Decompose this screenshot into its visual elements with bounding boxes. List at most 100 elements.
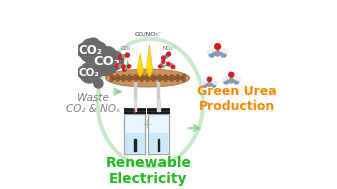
Polygon shape <box>146 45 153 77</box>
Circle shape <box>207 50 211 53</box>
Circle shape <box>122 55 125 58</box>
Circle shape <box>176 78 179 82</box>
Ellipse shape <box>105 69 190 87</box>
Circle shape <box>93 50 119 76</box>
Circle shape <box>125 67 128 69</box>
Circle shape <box>229 72 234 77</box>
Circle shape <box>122 78 125 82</box>
Circle shape <box>222 49 226 53</box>
Circle shape <box>137 76 140 80</box>
Bar <box>158 139 159 151</box>
Text: Renewable
Electricity: Renewable Electricity <box>105 156 191 186</box>
Circle shape <box>164 78 167 82</box>
Circle shape <box>100 47 116 63</box>
FancyBboxPatch shape <box>124 109 146 111</box>
Circle shape <box>94 79 103 88</box>
Text: NO₃⁻: NO₃⁻ <box>163 46 176 51</box>
Circle shape <box>140 78 143 82</box>
Circle shape <box>131 76 134 80</box>
Circle shape <box>162 60 165 63</box>
Circle shape <box>167 52 171 56</box>
FancyBboxPatch shape <box>148 111 170 112</box>
Circle shape <box>116 74 119 78</box>
Circle shape <box>221 52 226 57</box>
Circle shape <box>164 74 167 78</box>
Circle shape <box>170 64 173 67</box>
Circle shape <box>78 66 90 78</box>
Circle shape <box>179 76 182 80</box>
Circle shape <box>167 76 170 80</box>
Circle shape <box>171 65 175 69</box>
Circle shape <box>96 57 110 71</box>
Circle shape <box>165 54 168 58</box>
Circle shape <box>110 74 113 78</box>
Circle shape <box>122 65 125 69</box>
Circle shape <box>96 48 111 63</box>
Text: +: + <box>141 118 152 131</box>
Circle shape <box>86 38 100 52</box>
Circle shape <box>128 78 131 82</box>
FancyBboxPatch shape <box>125 133 145 153</box>
FancyBboxPatch shape <box>148 109 170 111</box>
Circle shape <box>209 52 214 57</box>
Circle shape <box>207 77 212 81</box>
Circle shape <box>143 76 146 80</box>
Circle shape <box>162 56 165 60</box>
FancyBboxPatch shape <box>148 108 170 109</box>
Circle shape <box>90 42 106 58</box>
Text: CO₂: CO₂ <box>79 68 100 77</box>
Circle shape <box>118 55 122 59</box>
Circle shape <box>134 74 137 78</box>
Bar <box>134 139 135 151</box>
Circle shape <box>82 63 93 74</box>
FancyBboxPatch shape <box>148 112 170 114</box>
Circle shape <box>82 70 92 80</box>
Circle shape <box>161 63 163 66</box>
Circle shape <box>222 78 225 81</box>
Circle shape <box>89 65 102 79</box>
Circle shape <box>158 74 161 78</box>
Text: CO₂: CO₂ <box>93 55 120 68</box>
Circle shape <box>213 81 216 84</box>
Text: Green Urea
Production: Green Urea Production <box>197 85 277 113</box>
Circle shape <box>229 78 234 83</box>
Circle shape <box>203 83 207 87</box>
Circle shape <box>215 82 217 84</box>
Circle shape <box>224 77 227 80</box>
Circle shape <box>128 74 131 78</box>
Circle shape <box>123 68 126 71</box>
Text: CO/NO₃⁻: CO/NO₃⁻ <box>135 32 162 37</box>
Text: CO₂: CO₂ <box>78 44 102 57</box>
Text: Waste
CO₂ & NOₓ: Waste CO₂ & NOₓ <box>66 93 120 114</box>
FancyBboxPatch shape <box>124 114 145 154</box>
Circle shape <box>105 51 124 70</box>
Circle shape <box>170 74 174 78</box>
Circle shape <box>234 79 239 84</box>
Circle shape <box>161 76 164 80</box>
Circle shape <box>215 51 220 56</box>
Circle shape <box>149 76 152 80</box>
FancyBboxPatch shape <box>149 133 168 153</box>
Circle shape <box>77 43 92 58</box>
Circle shape <box>152 78 155 82</box>
Circle shape <box>116 78 119 82</box>
Circle shape <box>152 74 155 78</box>
Circle shape <box>208 82 211 86</box>
Circle shape <box>225 50 228 53</box>
Circle shape <box>80 40 102 63</box>
Circle shape <box>110 78 113 82</box>
FancyBboxPatch shape <box>124 108 146 109</box>
Bar <box>157 99 160 111</box>
Circle shape <box>158 78 161 82</box>
Text: CO₂: CO₂ <box>121 46 131 51</box>
Circle shape <box>119 76 122 80</box>
Circle shape <box>83 39 96 52</box>
FancyBboxPatch shape <box>148 114 169 154</box>
Circle shape <box>146 78 149 82</box>
Circle shape <box>203 81 206 84</box>
Circle shape <box>176 74 179 78</box>
Circle shape <box>170 78 174 82</box>
Polygon shape <box>137 53 144 77</box>
Circle shape <box>83 47 95 59</box>
Bar <box>134 99 136 111</box>
